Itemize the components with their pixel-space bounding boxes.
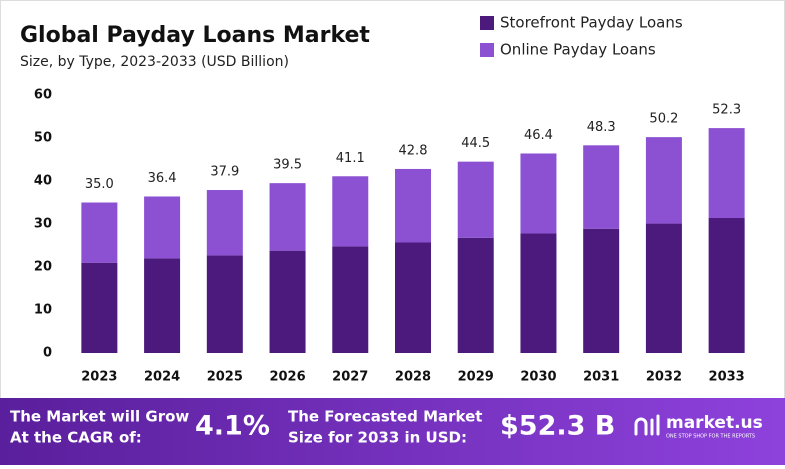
forecast-text: The Forecasted Market [288,408,482,426]
bar-segment [269,250,306,353]
forecast-text: Size for 2033 in USD: [288,429,467,447]
legend-swatch [480,16,494,30]
total-label: 39.5 [273,158,302,173]
x-tick-label: 2028 [395,370,431,385]
bar-segment [81,262,118,353]
brand-logo [634,414,660,436]
x-tick-label: 2031 [583,370,619,385]
cagr-text: At the CAGR of: [10,429,142,447]
total-label: 37.9 [210,165,239,180]
brand-name: market.us [666,413,763,433]
x-tick-label: 2023 [81,370,117,385]
bar-segment [269,183,306,251]
bar-segment [645,137,682,224]
cagr-value: 4.1% [195,411,270,442]
chart-title: Global Payday Loans Market [20,23,370,48]
x-tick-label: 2033 [709,370,745,385]
bar-segment [206,255,243,353]
bar-segment [395,168,431,243]
legend-swatch [480,43,494,57]
x-tick-label: 2029 [458,370,494,385]
footer-band [0,398,785,465]
bar-segment [457,161,494,238]
y-tick-label: 10 [34,303,52,318]
y-tick-label: 50 [34,131,52,146]
total-label: 35.0 [85,177,114,192]
chart-subtitle: Size, by Type, 2023-2033 (USD Billion) [20,54,289,70]
cagr-text: The Market will Grow [10,408,189,426]
x-tick-label: 2024 [144,370,180,385]
total-label: 46.4 [524,128,553,143]
bar-segment [81,202,118,263]
y-tick-label: 0 [43,346,52,361]
x-tick-label: 2030 [520,370,556,385]
bar-segment [583,145,620,229]
forecast-value: $52.3 B [500,411,615,442]
total-label: 48.3 [587,120,616,135]
y-tick-label: 60 [34,88,52,103]
bar-segment [206,190,243,256]
bar-segment [395,242,431,353]
legend-label: Storefront Payday Loans [500,14,683,32]
bar-segment [144,258,181,353]
bar-segment [708,217,745,353]
x-tick-label: 2027 [332,370,368,385]
bar-segment [332,176,369,247]
bar-segment [332,246,369,353]
y-tick-label: 40 [34,174,52,189]
bar-segment [645,223,682,353]
y-tick-label: 30 [34,217,52,232]
bar-segment [520,233,557,353]
bar-segment [520,153,557,234]
total-label: 50.2 [649,112,678,127]
total-label: 52.3 [712,103,741,118]
total-label: 36.4 [148,171,177,186]
bar-segment [457,237,494,353]
x-tick-label: 2032 [646,370,682,385]
total-label: 42.8 [399,143,428,158]
y-tick-label: 20 [34,260,52,275]
total-label: 41.1 [336,151,365,166]
bar-segment [144,196,181,259]
x-tick-label: 2025 [207,370,243,385]
legend-label: Online Payday Loans [500,41,656,59]
total-label: 44.5 [461,136,490,151]
brand-tagline: ONE STOP SHOP FOR THE REPORTS [666,434,755,440]
bar-segment [708,128,745,218]
bar-segment [583,228,620,353]
x-tick-label: 2026 [269,370,305,385]
